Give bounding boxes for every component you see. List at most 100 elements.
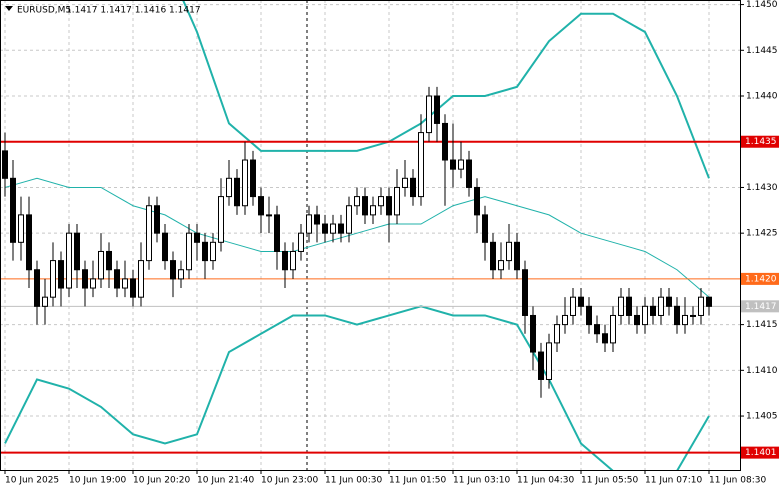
candle-body bbox=[194, 232, 200, 243]
candle-body bbox=[442, 122, 448, 161]
candle-body bbox=[602, 333, 608, 344]
price-label: 1.1401 bbox=[745, 448, 777, 458]
y-tick-label: 1.1405 bbox=[746, 412, 778, 422]
candle-body bbox=[354, 196, 360, 207]
candle-body bbox=[434, 95, 440, 124]
candle-body bbox=[90, 278, 96, 289]
candle-body bbox=[642, 305, 648, 326]
candle-body bbox=[394, 186, 400, 216]
candle-body bbox=[346, 205, 352, 234]
candle-body bbox=[658, 296, 664, 316]
candle-body bbox=[610, 314, 616, 344]
candle-body bbox=[386, 196, 392, 216]
candle-body bbox=[370, 205, 376, 216]
price-label-box bbox=[741, 135, 779, 148]
candle-body bbox=[114, 269, 120, 289]
x-tick-label: 11 Jun 04:30 bbox=[517, 476, 574, 486]
candle-body bbox=[146, 205, 152, 262]
candle-body bbox=[178, 269, 184, 280]
x-tick-label: 10 Jun 21:40 bbox=[197, 476, 254, 486]
candle-body bbox=[10, 177, 16, 243]
candle-body bbox=[18, 214, 24, 243]
candle-body bbox=[690, 314, 696, 317]
candle-body bbox=[202, 241, 208, 262]
candle-body bbox=[426, 95, 432, 134]
x-tick-label: 11 Jun 03:10 bbox=[453, 476, 510, 486]
x-tick-label: 11 Jun 01:50 bbox=[389, 476, 446, 486]
price-label: 1.1420 bbox=[745, 274, 777, 284]
candle-body bbox=[474, 186, 480, 216]
candle-body bbox=[578, 296, 584, 307]
candle-body bbox=[186, 232, 192, 271]
candle-body bbox=[154, 205, 160, 234]
chart-title: EURUSD,M5 bbox=[17, 6, 71, 16]
candle-body bbox=[26, 214, 32, 271]
menu-triangle[interactable] bbox=[5, 6, 13, 11]
y-tick-label: 1.1445 bbox=[746, 46, 778, 56]
candle-body bbox=[338, 223, 344, 234]
candle-body bbox=[170, 260, 176, 280]
candle-body bbox=[450, 159, 456, 170]
candle-body bbox=[682, 314, 688, 326]
bollinger-band bbox=[4, 177, 710, 298]
x-tick-label: 10 Jun 20:20 bbox=[133, 476, 190, 486]
y-tick-label: 1.1440 bbox=[746, 92, 778, 102]
y-tick-label: 1.1410 bbox=[746, 366, 778, 376]
candle-body bbox=[634, 314, 640, 326]
candle-body bbox=[378, 196, 384, 207]
candle-body bbox=[706, 296, 712, 307]
price-label: 1.1435 bbox=[745, 137, 777, 147]
candle-body bbox=[162, 232, 168, 262]
candle-body bbox=[586, 305, 592, 326]
candle-body bbox=[410, 177, 416, 198]
candle-body bbox=[650, 305, 656, 316]
candle-body bbox=[674, 305, 680, 326]
candle-body bbox=[594, 324, 600, 335]
candle-body bbox=[570, 296, 576, 316]
candle-body bbox=[138, 260, 144, 298]
candle-body bbox=[330, 223, 336, 234]
candle-body bbox=[506, 241, 512, 262]
x-tick-label: 11 Jun 07:10 bbox=[645, 476, 702, 486]
candle-body bbox=[74, 232, 80, 271]
x-tick-label: 10 Jun 2025 bbox=[5, 476, 59, 486]
candle-body bbox=[298, 232, 304, 252]
candle-body bbox=[282, 250, 288, 271]
x-tick-label: 11 Jun 00:30 bbox=[325, 476, 382, 486]
candle-body bbox=[698, 296, 704, 316]
candle-body bbox=[130, 278, 136, 298]
y-tick-label: 1.1415 bbox=[746, 320, 778, 330]
candle-body bbox=[210, 241, 216, 262]
candle-body bbox=[666, 296, 672, 307]
candle-body bbox=[50, 260, 56, 298]
candle-body bbox=[66, 232, 72, 289]
bollinger-band bbox=[181, 0, 710, 179]
candle-body bbox=[402, 177, 408, 188]
candle-body bbox=[562, 314, 568, 326]
price-label-box bbox=[741, 446, 779, 459]
candle-body bbox=[306, 214, 312, 234]
y-tick-label: 1.1450 bbox=[746, 0, 778, 10]
candle-body bbox=[258, 196, 264, 216]
candle-body bbox=[106, 250, 112, 271]
x-tick-label: 10 Jun 23:00 bbox=[261, 476, 318, 486]
plot-frame bbox=[0, 0, 741, 471]
candle-body bbox=[362, 196, 368, 216]
candle-body bbox=[626, 296, 632, 316]
header-prices: 1.1417 1.1417 1.1416 1.1417 bbox=[66, 6, 201, 16]
candle-body bbox=[522, 269, 528, 316]
candle-body bbox=[498, 260, 504, 271]
candle-body bbox=[466, 159, 472, 188]
candle-body bbox=[2, 150, 8, 179]
x-tick-label: 11 Jun 08:30 bbox=[709, 476, 766, 486]
x-tick-label: 11 Jun 05:50 bbox=[581, 476, 638, 486]
candle-body bbox=[490, 241, 496, 271]
candle-body bbox=[266, 214, 272, 217]
candle-body bbox=[290, 250, 296, 271]
y-tick-label: 1.1425 bbox=[746, 229, 778, 239]
price-label-box bbox=[741, 300, 779, 313]
candle-body bbox=[322, 223, 328, 234]
candle-body bbox=[242, 159, 248, 207]
candle-body bbox=[482, 214, 488, 243]
